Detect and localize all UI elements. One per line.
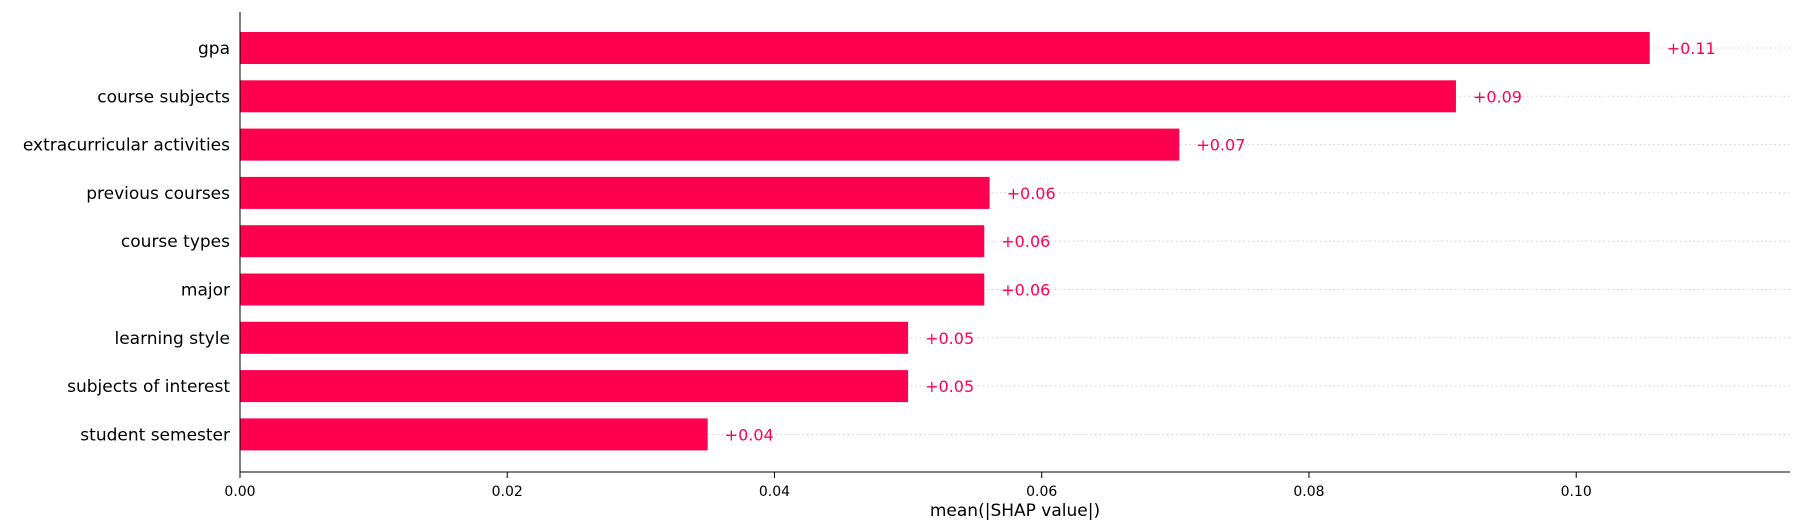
x-tick-label: 0.10 xyxy=(1561,484,1592,500)
bar xyxy=(240,80,1456,113)
value-label: +0.11 xyxy=(1667,39,1716,58)
bar xyxy=(240,32,1650,64)
feature-label: gpa xyxy=(198,39,230,59)
feature-label: extracurricular activities xyxy=(23,136,230,156)
bar xyxy=(240,225,985,258)
feature-label: learning style xyxy=(114,329,230,349)
x-tick-label: 0.00 xyxy=(224,484,255,500)
feature-label: major xyxy=(181,281,230,301)
x-axis-title: mean(|SHAP value|) xyxy=(930,501,1100,521)
x-tick-label: 0.04 xyxy=(759,484,790,500)
bar xyxy=(240,128,1180,161)
bar xyxy=(240,418,708,451)
bar xyxy=(240,370,909,403)
bars xyxy=(240,32,1650,451)
feature-label: student semester xyxy=(80,425,230,445)
value-label: +0.06 xyxy=(1001,232,1050,251)
feature-labels: gpa course subjects extracurricular activi… xyxy=(23,39,230,445)
value-label: +0.05 xyxy=(925,377,974,396)
x-tick-label: 0.06 xyxy=(1026,484,1057,500)
x-axis-ticks: 0.00 0.02 0.04 0.06 0.08 0.10 xyxy=(224,472,1592,500)
value-labels: +0.11 +0.09 +0.07 +0.06 +0.06 +0.06 +0.05 +0.05… xyxy=(725,39,1716,444)
feature-label: course subjects xyxy=(97,87,230,107)
bar xyxy=(240,273,985,306)
x-tick-label: 0.08 xyxy=(1293,484,1324,500)
feature-label: previous courses xyxy=(86,184,230,204)
x-tick-label: 0.02 xyxy=(492,484,523,500)
feature-label: subjects of interest xyxy=(67,377,230,397)
bar xyxy=(240,176,990,209)
value-label: +0.05 xyxy=(925,329,974,348)
value-label: +0.06 xyxy=(1007,184,1056,203)
value-label: +0.07 xyxy=(1196,136,1245,155)
value-label: +0.09 xyxy=(1473,87,1522,106)
bar xyxy=(240,321,909,354)
value-label: +0.04 xyxy=(725,425,774,444)
value-label: +0.06 xyxy=(1001,281,1050,300)
feature-label: course types xyxy=(121,232,230,252)
